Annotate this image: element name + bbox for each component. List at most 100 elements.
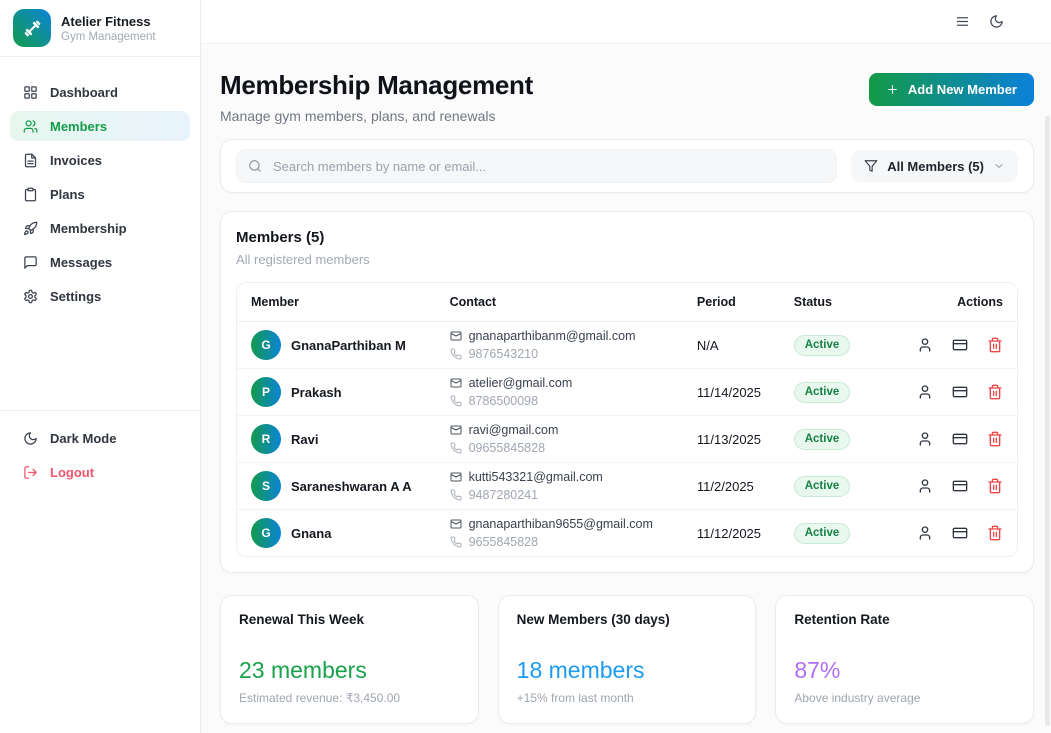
clipboard-icon (23, 187, 38, 202)
billing-button[interactable] (952, 384, 968, 400)
delete-member-button[interactable] (987, 384, 1003, 400)
filter-label: All Members (5) (887, 158, 984, 174)
sidebar-item-settings[interactable]: Settings (10, 281, 190, 311)
view-member-button[interactable] (917, 384, 933, 400)
phone-icon (450, 348, 462, 360)
brand-subtitle: Gym Management (61, 30, 156, 43)
status-badge: Active (793, 334, 851, 356)
view-member-button[interactable] (917, 478, 933, 494)
column-header-member: Member (237, 283, 436, 322)
page-subtitle: Manage gym members, plans, and renewals (220, 108, 496, 124)
sidebar-item-logout[interactable]: Logout (10, 457, 190, 487)
delete-member-button[interactable] (987, 525, 1003, 541)
stat-value: 18 members (516, 657, 645, 683)
sidebar-item-members[interactable]: Members (10, 111, 190, 141)
delete-member-button[interactable] (987, 478, 1003, 494)
member-name: Prakash (291, 384, 342, 400)
sidebar-item-messages[interactable]: Messages (10, 247, 190, 277)
scrollbar[interactable] (1045, 116, 1050, 726)
avatar: G (251, 518, 281, 548)
status-badge: Active (793, 522, 851, 544)
sidebar-item-label: Dark Mode (50, 430, 117, 446)
member-name: Saraneshwaran A A (291, 478, 412, 494)
sidebar-item-label: Plans (50, 186, 85, 202)
mail-icon (450, 330, 462, 342)
billing-button[interactable] (952, 431, 968, 447)
add-new-member-button[interactable]: Add New Member (868, 73, 1034, 106)
brand: Atelier Fitness Gym Management (0, 0, 200, 57)
billing-button[interactable] (952, 337, 968, 353)
member-period: N/A (682, 321, 780, 369)
column-header-actions: Actions (902, 283, 1017, 322)
member-phone: 9876543210 (468, 347, 539, 361)
view-member-button[interactable] (917, 431, 933, 447)
member-name: Gnana (291, 525, 332, 541)
search-input[interactable] (236, 149, 838, 183)
sidebar-item-label: Settings (50, 288, 102, 304)
sidebar-footer: Dark Mode Logout (0, 410, 200, 491)
avatar: R (251, 424, 281, 454)
sidebar-item-invoices[interactable]: Invoices (10, 145, 190, 175)
member-phone: 9487280241 (468, 488, 539, 502)
stat-subtitle: Estimated revenue: ₹3,450.00 (239, 691, 401, 705)
main-content: Membership Management Manage gym members… (201, 44, 1051, 733)
column-header-status: Status (779, 283, 903, 322)
members-card-subtitle: All registered members (236, 252, 370, 267)
members-table: Member Contact Period Status Actions G Gnana… (236, 282, 1018, 557)
member-period: 11/12/2025 (696, 525, 762, 541)
grid-icon (23, 85, 38, 100)
rocket-icon (23, 221, 38, 236)
stat-title: Renewal This Week (239, 612, 365, 627)
billing-button[interactable] (952, 478, 968, 494)
menu-icon[interactable] (955, 14, 970, 29)
member-phone: 09655845828 (468, 441, 546, 455)
sidebar-item-dark-mode[interactable]: Dark Mode (10, 423, 190, 453)
view-member-button[interactable] (917, 525, 933, 541)
member-email: gnanaparthiban9655@gmail.com (468, 517, 653, 531)
billing-button[interactable] (952, 525, 968, 541)
stat-title: Retention Rate (794, 612, 890, 627)
brand-logo (13, 9, 51, 47)
avatar: P (251, 377, 281, 407)
filter-dropdown[interactable]: All Members (5) (851, 150, 1018, 182)
table-row: S Saraneshwaran A A kutti543321@gmail.co… (237, 462, 1017, 510)
sidebar-item-label: Messages (50, 254, 113, 270)
member-phone: 8786500098 (468, 394, 539, 408)
phone-icon (450, 536, 462, 548)
delete-member-button[interactable] (987, 337, 1003, 353)
column-header-period: Period (682, 283, 780, 322)
plus-icon (886, 83, 899, 96)
chevron-down-icon (993, 160, 1005, 172)
mail-icon (450, 377, 462, 389)
stat-title: New Members (30 days) (516, 612, 670, 627)
table-row: G Gnana gnanaparthiban9655@gmail.com 965… (237, 510, 1017, 557)
funnel-icon (864, 159, 878, 173)
view-member-button[interactable] (917, 337, 933, 353)
delete-member-button[interactable] (987, 431, 1003, 447)
search-box (236, 149, 838, 183)
member-email: atelier@gmail.com (468, 376, 573, 390)
status-badge: Active (793, 381, 851, 403)
sidebar-item-plans[interactable]: Plans (10, 179, 190, 209)
member-name: GnanaParthiban M (291, 337, 406, 353)
stat-value: 87% (794, 657, 841, 683)
stat-card-renewal-this-week: Renewal This Week 23 members Estimated r… (220, 595, 479, 724)
brand-text: Atelier Fitness Gym Management (61, 14, 156, 43)
mail-icon (450, 518, 462, 530)
sidebar: Atelier Fitness Gym Management Dashboard… (0, 0, 201, 733)
moon-icon[interactable] (989, 14, 1004, 29)
sidebar-item-membership[interactable]: Membership (10, 213, 190, 243)
member-email: gnanaparthibanm@gmail.com (468, 329, 636, 343)
table-row: P Prakash atelier@gmail.com 8786500098 1… (237, 368, 1017, 416)
sidebar-nav: Dashboard Members Invoices Plans Membership M… (0, 57, 200, 311)
search-card: All Members (5) (220, 139, 1034, 193)
member-period: 11/13/2025 (682, 415, 780, 463)
phone-icon (450, 395, 462, 407)
sidebar-item-label: Membership (50, 220, 127, 236)
avatar: S (251, 471, 281, 501)
avatar: G (251, 330, 281, 360)
sidebar-item-dashboard[interactable]: Dashboard (10, 77, 190, 107)
users-icon (23, 119, 38, 134)
table-header-row: Member Contact Period Status Actions (237, 283, 1017, 322)
column-header-contact: Contact (435, 283, 683, 322)
